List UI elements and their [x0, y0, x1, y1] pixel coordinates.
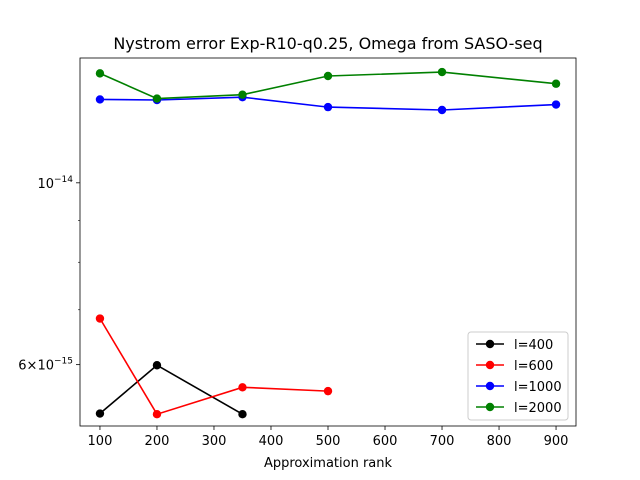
x-tick-label: 800: [487, 434, 512, 449]
data-point: [95, 314, 105, 323]
x-tick-label: 900: [544, 434, 569, 449]
x-tick-label: 100: [88, 434, 113, 449]
y-tick-label: 6×10−15: [18, 357, 73, 374]
x-tick-label: 600: [373, 434, 398, 449]
data-point: [238, 410, 247, 419]
series-line: [99, 318, 329, 416]
data-point: [152, 361, 162, 370]
data-point: [551, 79, 561, 88]
data-point: [323, 386, 333, 396]
x-tick-label: 500: [316, 434, 341, 449]
data-point: [437, 67, 447, 77]
data-point: [152, 410, 162, 419]
y-axis: 10−14 6×10−15: [18, 175, 80, 374]
legend-label: l=600: [514, 359, 553, 374]
legend-marker: [485, 381, 495, 391]
chart-title: Nystrom error Exp-R10-q0.25, Omega from …: [113, 34, 542, 53]
legend-entry: l=400: [476, 338, 553, 353]
series-line: [99, 364, 243, 415]
x-axis-label: Approximation rank: [264, 456, 393, 471]
legend-entry: l=1000: [476, 380, 562, 395]
legend-entry: l=2000: [476, 401, 562, 416]
data-point: [437, 105, 447, 115]
series-l-1000: [95, 92, 561, 115]
legend-label: l=2000: [514, 401, 562, 416]
legend-label: l=1000: [514, 380, 562, 395]
legend-box: [467, 331, 569, 421]
data-point: [152, 94, 162, 103]
data-point: [95, 69, 105, 78]
y-tick-label: 10−14: [37, 175, 73, 192]
data-point: [323, 102, 333, 112]
x-tick-label: 700: [430, 434, 455, 449]
data-point: [323, 71, 333, 81]
series-l-400: [95, 361, 247, 419]
data-point: [551, 100, 561, 109]
x-tick-label: 400: [259, 434, 284, 449]
data-point: [95, 95, 105, 104]
legend-label: l=400: [514, 338, 553, 353]
x-tick-label: 300: [202, 434, 227, 449]
legend-marker: [485, 360, 495, 370]
legend: l=400 l=600 l=1000 l=2000: [467, 331, 569, 421]
data-point: [238, 383, 247, 392]
legend-marker: [485, 402, 495, 412]
legend-marker: [485, 339, 495, 349]
x-tick-label: 200: [145, 434, 170, 449]
legend-entry: l=600: [476, 359, 553, 374]
x-axis: 100 200 300 400 500 600 700 800 900: [88, 426, 569, 449]
series-line: [99, 71, 557, 100]
series-l-600: [95, 314, 333, 419]
series-l-2000: [95, 67, 561, 103]
data-point: [238, 90, 247, 99]
data-point: [95, 409, 105, 418]
series-line: [99, 96, 557, 111]
